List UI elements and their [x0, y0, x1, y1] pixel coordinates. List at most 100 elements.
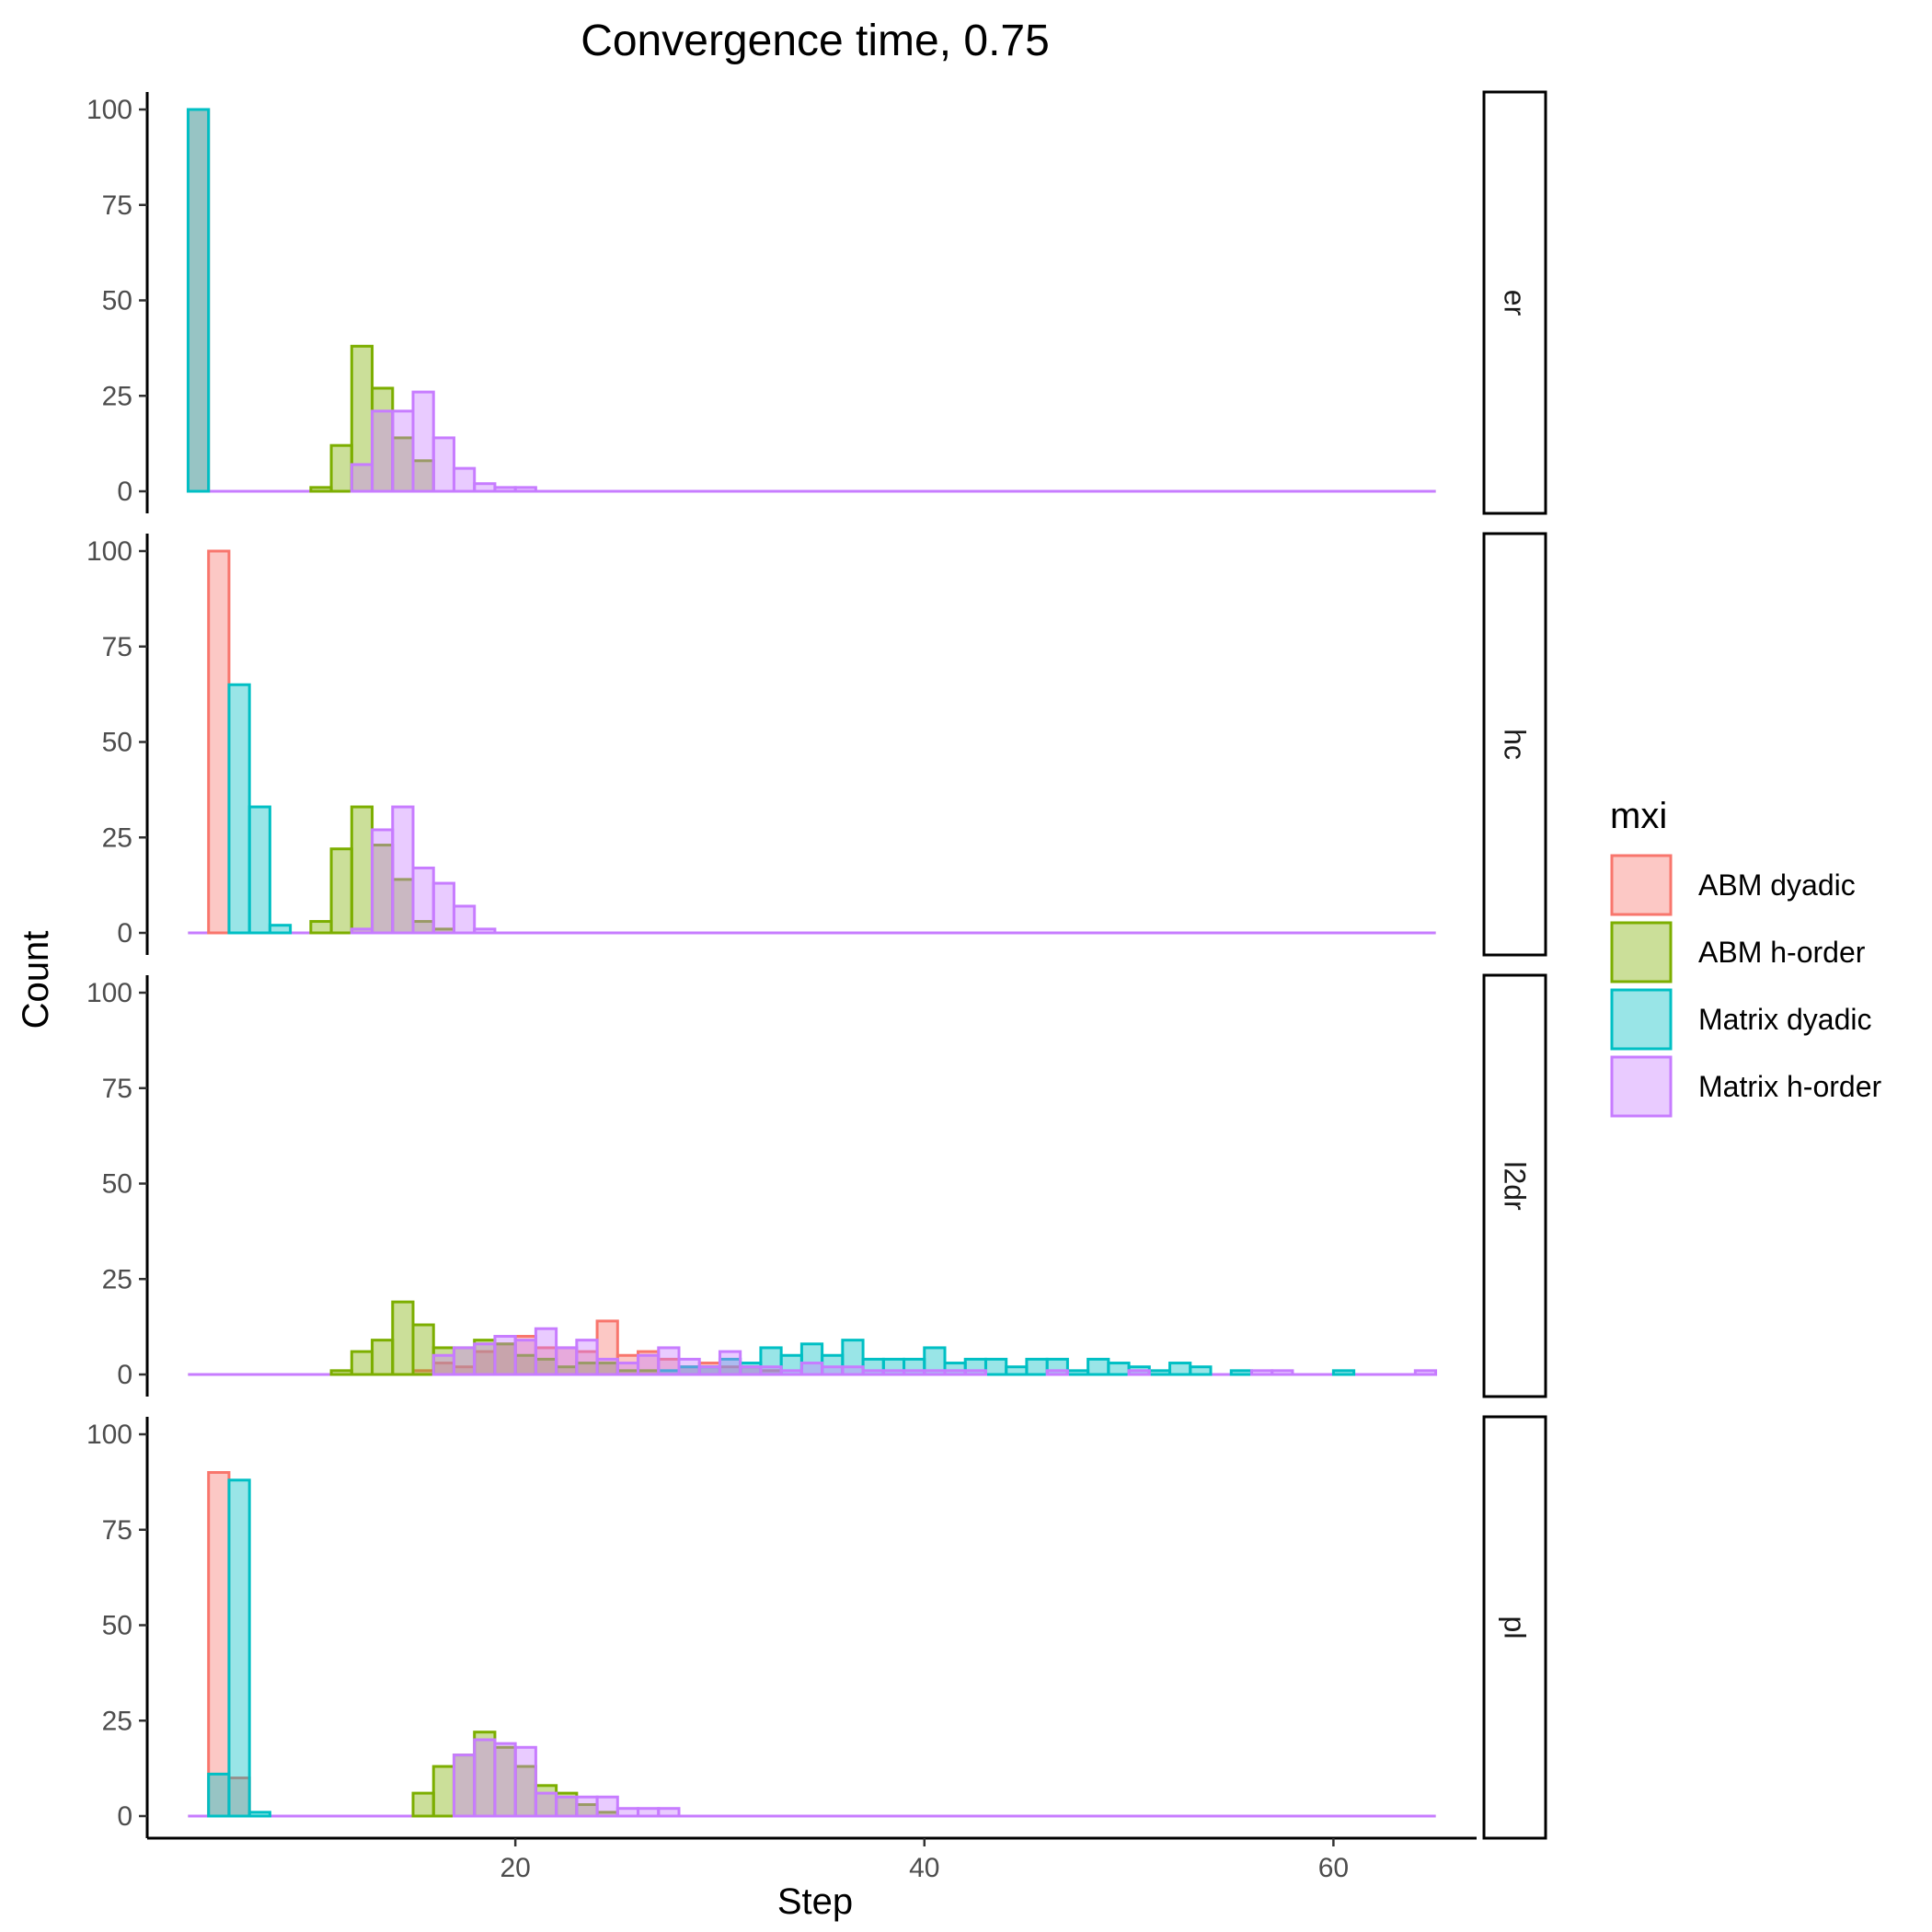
histogram-bar — [739, 1365, 763, 1376]
histogram-bar — [1045, 1369, 1069, 1376]
histogram-bar — [452, 904, 477, 935]
x-tick-label: 20 — [500, 1853, 530, 1883]
histogram-bar — [452, 1754, 477, 1818]
y-tick-label: 25 — [102, 381, 132, 411]
series-matrix-h-order — [452, 1738, 681, 1818]
histogram-bar — [473, 482, 497, 493]
histogram-bar — [350, 463, 374, 493]
histogram-bar — [759, 1365, 783, 1376]
histogram-bar — [411, 1791, 435, 1818]
histogram-bar — [861, 1369, 885, 1376]
facet-strip — [1482, 1415, 1547, 1840]
y-tick-label: 75 — [102, 1074, 132, 1104]
histogram-bar — [821, 1365, 845, 1376]
histogram-bar — [513, 1339, 537, 1376]
series-matrix-h-order — [431, 1327, 1438, 1376]
histogram-bar — [903, 1369, 926, 1376]
histogram-bar — [329, 1369, 353, 1376]
histogram-bar — [431, 436, 455, 493]
histogram-bar — [657, 1346, 681, 1376]
legend-item: Matrix dyadic — [1610, 988, 1872, 1051]
legend-label: ABM dyadic — [1698, 868, 1856, 902]
histogram-bar — [615, 1362, 640, 1376]
histogram-bar — [555, 1346, 579, 1376]
histogram-bar — [493, 486, 517, 493]
series-matrix-dyadic — [227, 683, 293, 935]
histogram-bar — [1005, 1365, 1029, 1376]
histogram-bar — [431, 1765, 455, 1818]
histogram-bar — [697, 1365, 721, 1376]
legend-key — [1610, 1055, 1673, 1118]
histogram-bar — [1087, 1357, 1110, 1376]
histogram-bar — [309, 486, 333, 493]
histogram-bar — [575, 1795, 599, 1818]
series-matrix-h-order — [350, 805, 497, 935]
histogram-bar — [1065, 1369, 1090, 1376]
legend-key — [1610, 988, 1673, 1051]
histogram-bar — [1413, 1369, 1438, 1376]
y-tick-label: 100 — [86, 536, 132, 567]
x-axis: 20 40 60 — [147, 1836, 1477, 1883]
histogram-bar — [881, 1369, 906, 1376]
histogram-bar — [268, 924, 293, 935]
legend-item: ABM h-order — [1610, 921, 1866, 983]
histogram-bar — [207, 549, 231, 935]
histogram-bar — [1331, 1369, 1356, 1376]
facet-strip — [1482, 973, 1547, 1398]
y-tick-label: 100 — [86, 978, 132, 1008]
facet-panel-l2dr: 0 25 50 75 100 l2dr — [86, 973, 1547, 1398]
series-matrix-h-order — [350, 390, 537, 493]
y-tick-label: 50 — [102, 1169, 132, 1200]
histogram-bar — [677, 1357, 701, 1376]
histogram-bar — [227, 683, 251, 935]
y-tick-label: 0 — [117, 477, 132, 507]
facet-panel-er: 0 25 50 75 100 er — [86, 90, 1547, 515]
histogram-bar — [329, 443, 353, 493]
y-tick-label: 25 — [102, 1264, 132, 1294]
legend-label: Matrix dyadic — [1698, 1003, 1872, 1036]
histogram-bar — [534, 1791, 558, 1818]
facet-strip-label: er — [1499, 290, 1532, 316]
histogram-bar — [513, 486, 537, 493]
histogram-bar — [207, 1471, 231, 1818]
facet-strip-label: hc — [1499, 729, 1532, 760]
facet-panel-hc: 0 25 50 75 100 hc — [86, 532, 1547, 957]
legend-key — [1610, 854, 1673, 916]
x-axis-title: Step — [777, 1881, 853, 1922]
histogram-bar — [1271, 1369, 1294, 1376]
y-tick-label: 100 — [86, 1420, 132, 1450]
series-abm-h-order — [309, 805, 455, 935]
series-matrix-dyadic — [186, 108, 211, 493]
histogram-bar — [943, 1369, 967, 1376]
histogram-bar — [575, 1339, 599, 1376]
histogram-bar — [371, 409, 395, 493]
histogram-bar — [1147, 1369, 1172, 1376]
histogram-bar — [452, 466, 477, 493]
histogram-bar — [1249, 1369, 1274, 1376]
histogram-bar — [1025, 1357, 1049, 1376]
histogram-bar — [1107, 1362, 1131, 1376]
histogram-bar — [555, 1795, 579, 1818]
histogram-bar — [411, 1323, 435, 1376]
histogram-bar — [431, 1353, 455, 1376]
histogram-bar — [963, 1369, 987, 1376]
histogram-bar — [207, 1772, 231, 1818]
y-tick-label: 75 — [102, 632, 132, 662]
histogram-bar — [1127, 1369, 1151, 1376]
histogram-bar — [513, 1745, 537, 1818]
y-tick-label: 100 — [86, 95, 132, 125]
y-tick-label: 75 — [102, 1515, 132, 1546]
histogram-bar — [391, 1300, 415, 1376]
histogram-bar — [371, 828, 395, 935]
histogram-bar — [615, 1807, 640, 1818]
facet-panel-pl: 0 25 50 75 100 pl — [86, 1415, 1547, 1840]
y-tick-label: 50 — [102, 728, 132, 758]
histogram-bar — [329, 847, 353, 935]
histogram-bar — [473, 1342, 497, 1376]
histogram-bar — [534, 1327, 558, 1376]
histogram-bar — [247, 805, 271, 935]
histogram-bar — [983, 1357, 1008, 1376]
legend-item: Matrix h-order — [1610, 1055, 1882, 1118]
histogram-bar — [350, 805, 374, 935]
